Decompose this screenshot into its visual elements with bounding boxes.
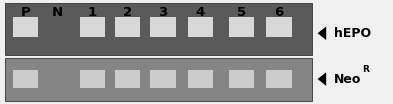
Polygon shape bbox=[318, 72, 326, 86]
Bar bbox=[115, 70, 141, 88]
Bar bbox=[266, 70, 292, 88]
Bar bbox=[188, 17, 213, 37]
Bar bbox=[150, 17, 176, 37]
Text: 2: 2 bbox=[123, 6, 132, 19]
Bar bbox=[13, 70, 39, 88]
Text: 3: 3 bbox=[158, 6, 168, 19]
Bar bbox=[5, 3, 312, 55]
Text: 1: 1 bbox=[88, 6, 97, 19]
Bar bbox=[115, 17, 141, 37]
Text: 5: 5 bbox=[237, 6, 246, 19]
Text: N: N bbox=[51, 6, 62, 19]
Bar bbox=[79, 17, 105, 37]
Bar bbox=[229, 70, 255, 88]
Bar bbox=[79, 70, 105, 88]
Text: R: R bbox=[362, 65, 369, 74]
Polygon shape bbox=[318, 27, 326, 40]
Bar bbox=[13, 17, 39, 37]
Text: Neo: Neo bbox=[334, 73, 361, 85]
Bar bbox=[5, 58, 312, 101]
Text: hEPO: hEPO bbox=[334, 27, 371, 40]
Bar bbox=[150, 70, 176, 88]
Text: P: P bbox=[21, 6, 30, 19]
Bar bbox=[188, 70, 213, 88]
Bar bbox=[229, 17, 255, 37]
Bar bbox=[266, 17, 292, 37]
Text: 4: 4 bbox=[196, 6, 205, 19]
Text: 6: 6 bbox=[274, 6, 284, 19]
